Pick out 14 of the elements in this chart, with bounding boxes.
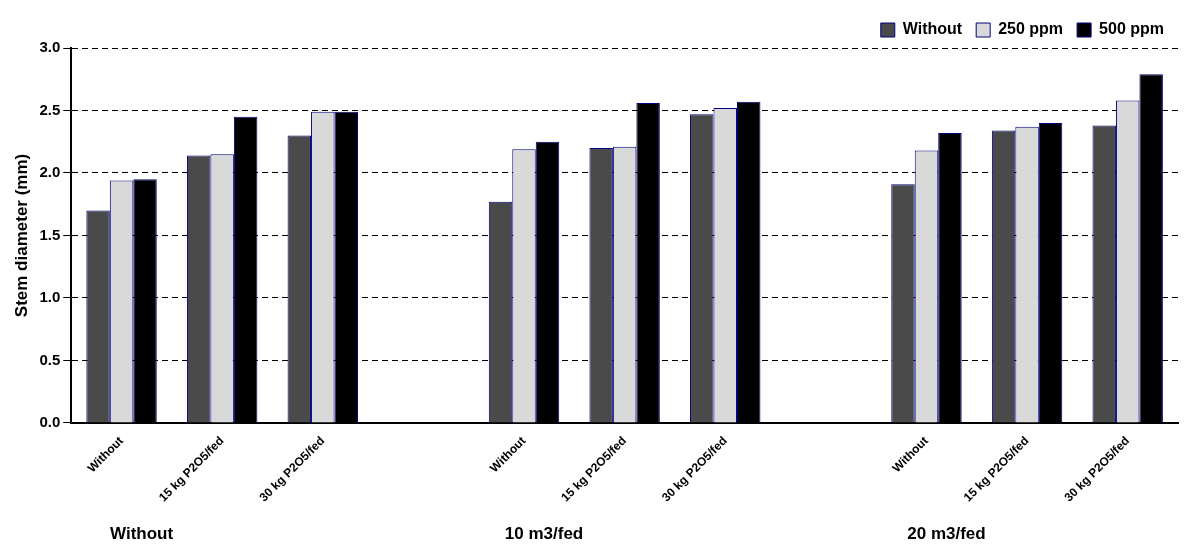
y-tick-label: 2.0: [39, 163, 61, 181]
text: 20 m3/fed: [907, 523, 986, 543]
legend-label: Without: [902, 20, 963, 38]
y-tick-label: 2.5: [39, 100, 61, 118]
y-tick-label: 1.0: [39, 288, 61, 306]
y-axis-title: Stem diameter (mm): [11, 153, 31, 318]
y-tick-label: 0.5: [39, 350, 61, 368]
text: Without: [110, 523, 174, 543]
y-tick-label: 0.0: [39, 413, 61, 431]
y-tick-label: 1.5: [39, 225, 61, 243]
text: 10 m3/fed: [504, 523, 584, 543]
legend-label: 250 ppm: [998, 20, 1064, 38]
legend-label: 500 ppm: [1099, 20, 1165, 38]
y-tick-label: 3.0: [39, 38, 61, 56]
